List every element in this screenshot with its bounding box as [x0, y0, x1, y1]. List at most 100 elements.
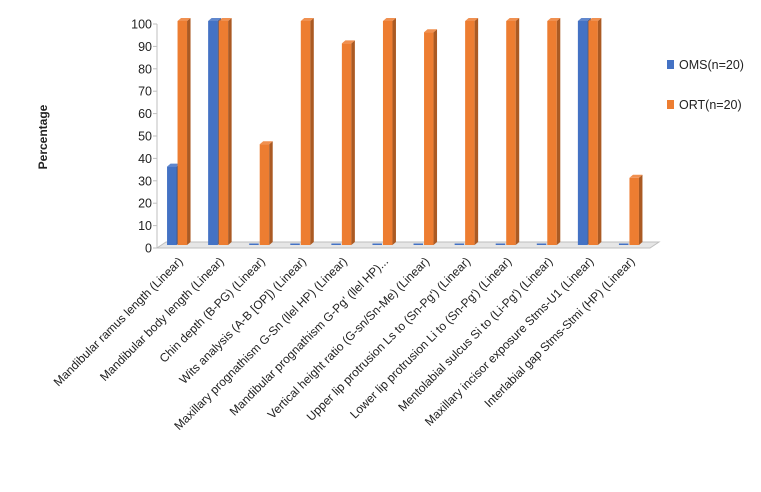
bar-top	[547, 18, 561, 21]
bar-zero	[454, 243, 465, 245]
bar-oms	[495, 243, 506, 245]
bar-ort	[506, 18, 520, 245]
x-category-label: Interlabial gap Stms-Stmi (HP) (Linear)	[481, 254, 637, 410]
bar-oms	[249, 243, 259, 245]
bar-side	[433, 29, 438, 246]
bar-top	[177, 18, 191, 21]
bar-front	[208, 21, 218, 245]
bar-side	[597, 18, 602, 245]
legend-label: OMS(n=20)	[679, 58, 744, 72]
bar-top	[588, 18, 602, 21]
y-tick-label: 50	[138, 130, 152, 144]
bar-side	[515, 18, 520, 245]
bar-ort	[629, 174, 643, 245]
legend-label: ORT(n=20)	[679, 98, 742, 112]
bar-ort	[424, 29, 438, 246]
bar-side	[310, 18, 314, 245]
y-tick-label: 20	[138, 197, 152, 211]
bar-ort	[259, 141, 273, 245]
bars	[167, 18, 643, 246]
bar-side	[638, 174, 643, 245]
bar-top	[465, 18, 479, 21]
bar-ort	[547, 18, 561, 245]
bar-top	[218, 18, 232, 21]
bar-front	[424, 32, 434, 246]
bar-top	[259, 141, 273, 145]
bar-zero	[331, 243, 341, 245]
y-tick-label: 30	[138, 174, 152, 188]
bar-front	[382, 21, 393, 245]
bar-ort	[588, 18, 602, 245]
bar-side	[392, 18, 396, 245]
bar-top	[300, 18, 314, 21]
bar-zero	[372, 243, 382, 245]
bar-top	[577, 18, 591, 21]
bar-zero	[249, 243, 259, 245]
bar-ort	[300, 18, 314, 245]
bar-top	[424, 29, 438, 33]
bar-side	[556, 18, 561, 245]
legend-item-ort[interactable]: ORT(n=20)	[667, 98, 742, 112]
legend[interactable]: OMS(n=20) ORT(n=20)	[667, 58, 744, 112]
bar-oms	[372, 243, 382, 245]
bar-front	[300, 21, 311, 245]
y-axis: 0 10 20 30 40 50 60 70 80 90 100	[131, 18, 158, 256]
bar-zero	[536, 243, 547, 245]
bar-front	[547, 21, 557, 245]
y-tick-label: 40	[138, 152, 152, 166]
bar-zero	[290, 243, 300, 245]
bar-front	[588, 21, 598, 245]
chart-floor	[155, 241, 661, 249]
bar-top	[506, 18, 520, 21]
bar-side	[269, 141, 273, 245]
bar-zero	[413, 243, 424, 245]
legend-swatch	[667, 100, 674, 109]
bar-side	[187, 18, 191, 245]
bar-front	[465, 21, 475, 245]
bar-front	[218, 21, 229, 245]
bar-top	[629, 174, 643, 178]
y-axis-title: Percentage	[36, 104, 50, 169]
y-tick-label: 80	[138, 62, 152, 76]
bar-front	[167, 166, 177, 245]
bar-top	[167, 163, 181, 167]
bar-oms	[536, 243, 547, 245]
bar-oms	[618, 243, 629, 245]
bar-zero	[618, 243, 629, 245]
bar-ort	[177, 18, 191, 245]
bar-front	[177, 21, 188, 245]
x-category-label: Mentolabial sulcus Si to (Li-Pg') (Linea…	[395, 254, 555, 414]
bar-ort	[382, 18, 396, 245]
bar-front	[577, 21, 588, 245]
bar-oms	[454, 243, 465, 245]
bar-zero	[495, 243, 506, 245]
bar-front	[506, 21, 516, 245]
bar-front	[341, 43, 352, 246]
y-tick-label: 0	[145, 242, 152, 256]
y-tick-label: 100	[131, 18, 152, 32]
legend-item-oms[interactable]: OMS(n=20)	[667, 58, 744, 72]
bar-front	[259, 144, 270, 245]
bar-oms	[290, 243, 300, 245]
bar-side	[351, 40, 355, 246]
bar-oms	[413, 243, 424, 245]
y-tick-label: 60	[138, 107, 152, 121]
y-tick-label: 70	[138, 85, 152, 99]
bar-ort	[341, 40, 355, 246]
y-tick-label: 10	[138, 219, 152, 233]
bar-side	[228, 18, 232, 245]
x-axis-labels: Mandibular ramus length (Linear)Mandibul…	[51, 254, 638, 433]
bar-top	[382, 18, 396, 21]
bar-top	[341, 40, 355, 44]
bar-ort	[465, 18, 479, 245]
bar-top	[208, 18, 222, 21]
bar-front	[629, 177, 639, 245]
legend-swatch	[667, 60, 674, 69]
bar-ort	[218, 18, 232, 245]
bar-side	[474, 18, 479, 245]
chart-floor-plane	[155, 241, 661, 249]
bar-oms	[331, 243, 341, 245]
y-tick-label: 90	[138, 40, 152, 54]
